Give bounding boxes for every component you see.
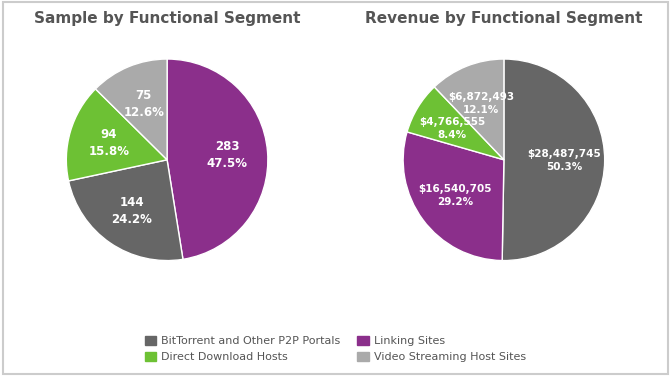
Wedge shape <box>502 59 605 261</box>
Text: $28,487,745
50.3%: $28,487,745 50.3% <box>527 149 601 172</box>
Legend: BitTorrent and Other P2P Portals, Direct Download Hosts, Linking Sites, Video St: BitTorrent and Other P2P Portals, Direct… <box>140 331 531 367</box>
Text: 283
47.5%: 283 47.5% <box>207 140 248 170</box>
Title: Revenue by Functional Segment: Revenue by Functional Segment <box>365 11 643 26</box>
Wedge shape <box>167 59 268 259</box>
Text: $6,872,493
12.1%: $6,872,493 12.1% <box>448 92 515 115</box>
Wedge shape <box>434 59 504 160</box>
Wedge shape <box>95 59 167 160</box>
Wedge shape <box>68 160 183 261</box>
Wedge shape <box>407 87 504 160</box>
Text: $16,540,705
29.2%: $16,540,705 29.2% <box>419 184 492 207</box>
Title: Sample by Functional Segment: Sample by Functional Segment <box>34 11 301 26</box>
Text: 75
12.6%: 75 12.6% <box>123 89 164 119</box>
Wedge shape <box>403 132 504 261</box>
Text: 144
24.2%: 144 24.2% <box>111 196 152 226</box>
Text: $4,766,555
8.4%: $4,766,555 8.4% <box>419 117 485 140</box>
Text: 94
15.8%: 94 15.8% <box>89 128 130 158</box>
Wedge shape <box>66 89 167 181</box>
